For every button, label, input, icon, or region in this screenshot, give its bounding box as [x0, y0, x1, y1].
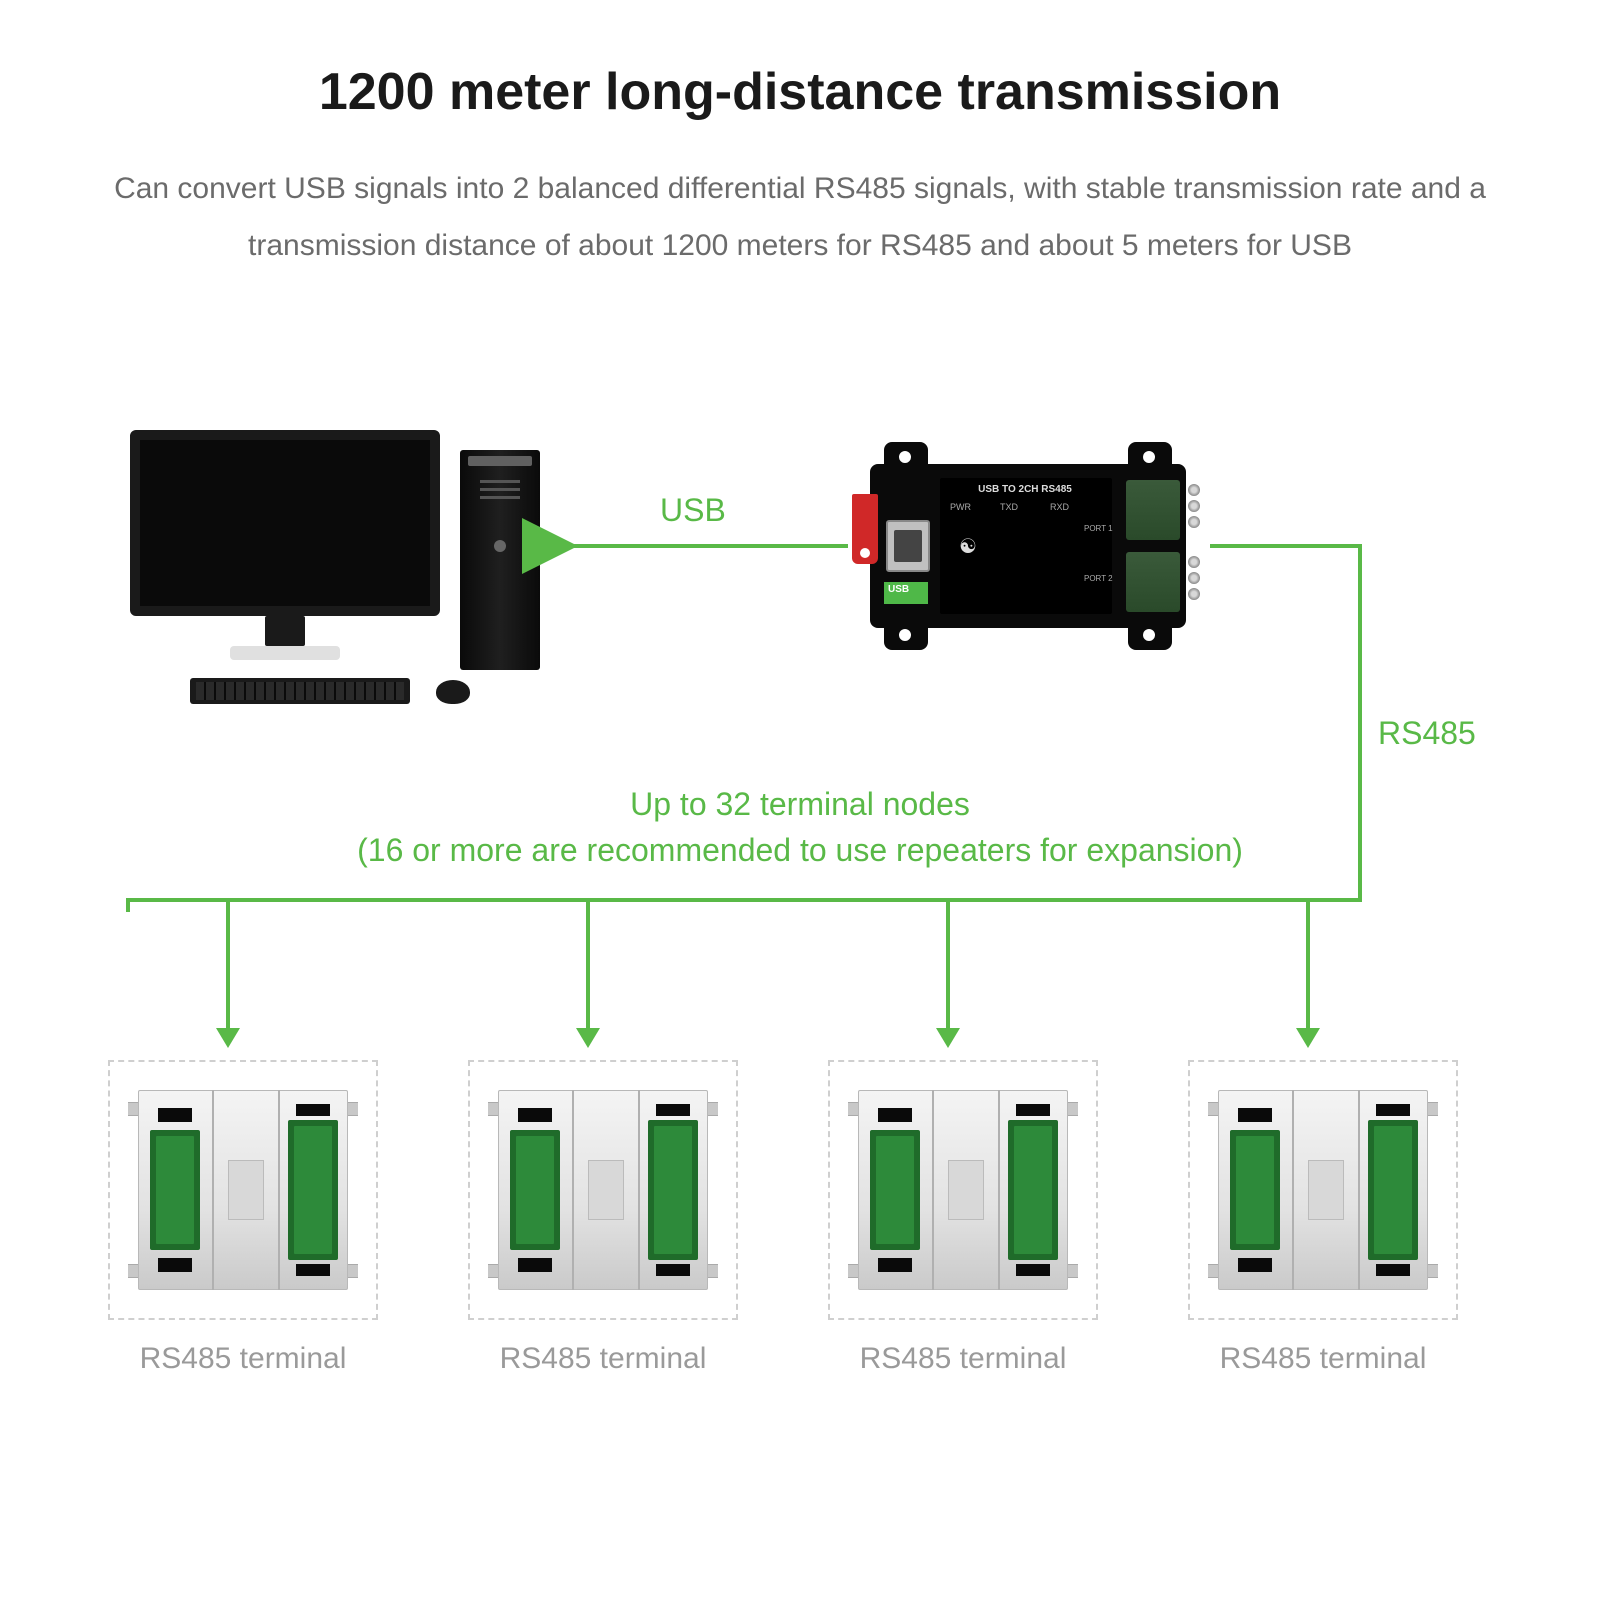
page-title: 1200 meter long-distance transmission — [0, 62, 1600, 122]
rs485-terminal-icon — [488, 1090, 718, 1290]
terminal-label: RS485 terminal — [468, 1342, 738, 1376]
rs485-terminal-icon — [1208, 1090, 1438, 1290]
terminal-label: RS485 terminal — [108, 1342, 378, 1376]
terminal-label: RS485 terminal — [828, 1342, 1098, 1376]
rs485-label: RS485 — [1378, 715, 1476, 752]
bus-note-line2: (16 or more are recommended to use repea… — [0, 832, 1600, 869]
rs485-terminal-icon — [848, 1090, 1078, 1290]
page-subtitle: Can convert USB signals into 2 balanced … — [50, 160, 1550, 274]
converter-module-icon: USB TO 2CH RS485 PWR TXD RXD PORT 1 PORT… — [870, 464, 1230, 628]
computer-icon — [130, 430, 550, 720]
rs485-terminal-icon — [128, 1090, 358, 1290]
bus-note-line1: Up to 32 terminal nodes — [0, 786, 1600, 823]
usb-label: USB — [660, 492, 726, 529]
terminal-label: RS485 terminal — [1188, 1342, 1458, 1376]
